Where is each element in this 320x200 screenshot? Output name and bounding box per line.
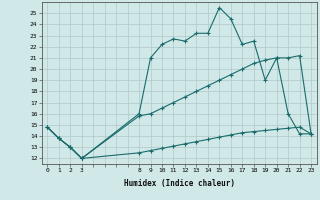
X-axis label: Humidex (Indice chaleur): Humidex (Indice chaleur) [124,179,235,188]
